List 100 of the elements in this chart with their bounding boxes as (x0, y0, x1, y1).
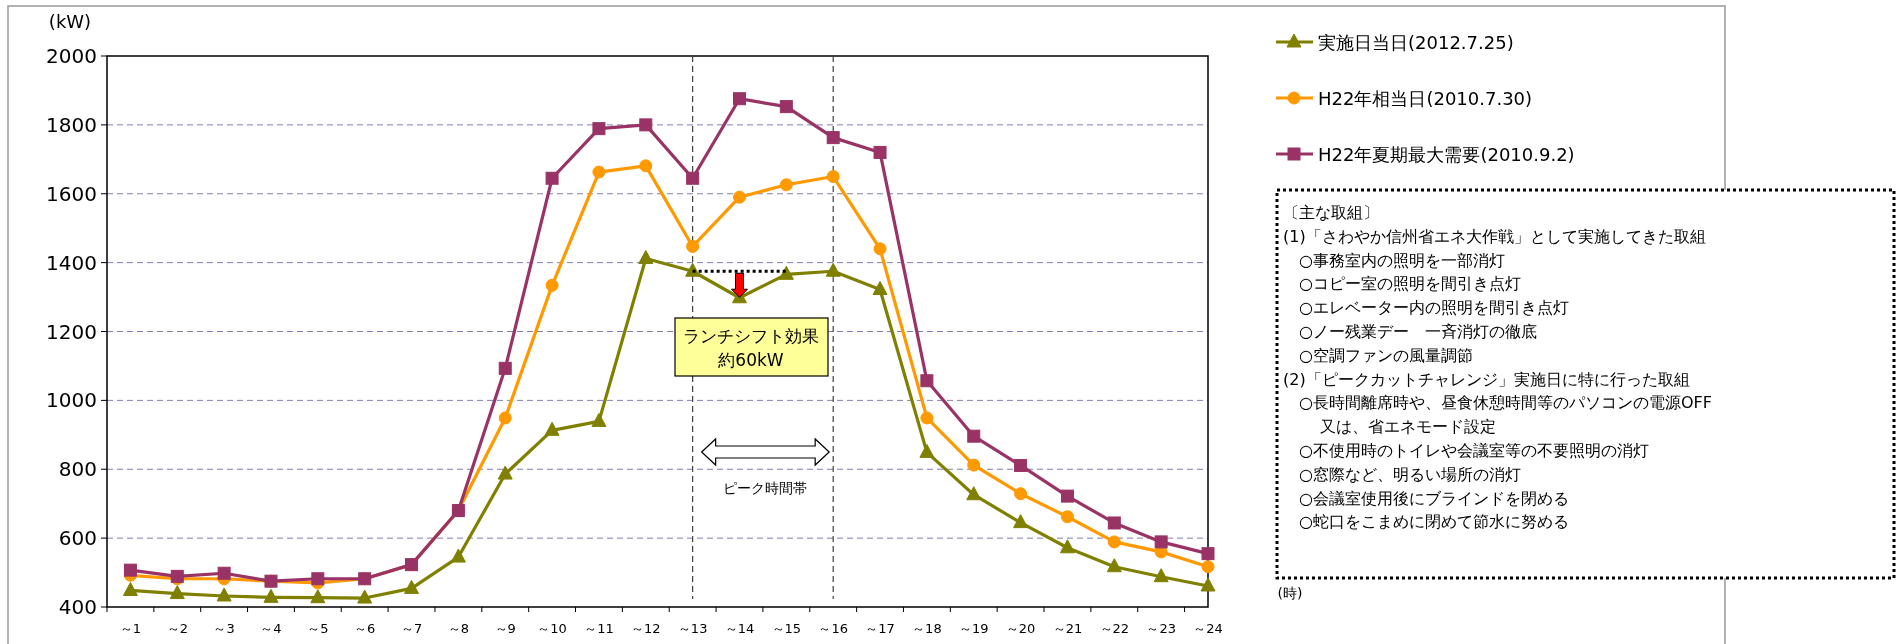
point (1014, 458, 1028, 472)
point (310, 589, 326, 604)
text: ○事務室内の照明を一部消灯 (1283, 250, 1505, 270)
point (825, 262, 841, 277)
text: ○不使用時のトイレや会議室等の不要照明の消灯 (1283, 441, 1649, 460)
annotation: ピーク時間帯 (723, 480, 808, 496)
y-tick-label: 1800 (46, 112, 97, 137)
point (216, 587, 232, 602)
text: (2)「ピークカットチャレンジ」実施日に特に行った取組 (1283, 369, 1690, 389)
point (1013, 514, 1029, 529)
point (967, 429, 981, 443)
y-tick-label: 1400 (46, 250, 97, 275)
point (1106, 558, 1122, 573)
point (639, 118, 653, 132)
point (1201, 547, 1215, 561)
annotation: 約60kW (718, 350, 784, 370)
point (1154, 535, 1168, 549)
text: ○エレベーター内の照明を間引き点灯 (1283, 298, 1569, 318)
point (732, 190, 746, 204)
point (545, 171, 559, 185)
x-tick-label: ～10 (537, 621, 567, 636)
point (497, 465, 513, 480)
text: ○窓際など、明るい場所の消灯 (1283, 464, 1521, 484)
point (778, 265, 794, 280)
point (966, 486, 982, 501)
x-tick-label: ～12 (631, 621, 661, 636)
y-tick-label: 1200 (46, 319, 97, 344)
point (1107, 535, 1121, 549)
point (826, 170, 840, 184)
point (404, 579, 420, 594)
point (920, 374, 934, 388)
text: ○長時間離席時や、昼食休憩時間等のパソコンの電源OFF (1283, 393, 1712, 413)
text: ○会議室使用後にブラインドを閉める (1283, 488, 1569, 508)
point (311, 572, 325, 586)
y-tick-label: 800 (58, 457, 97, 482)
y-tick-label: 1600 (46, 181, 97, 206)
point (779, 100, 793, 114)
point (357, 589, 373, 604)
point (967, 458, 981, 472)
x-tick-label: ～20 (1005, 621, 1036, 636)
text: 〔主な取組〕 (1283, 203, 1379, 222)
point (779, 178, 793, 192)
legend-label: H22年夏期最大需要(2010.9.2) (1318, 144, 1575, 165)
point (1060, 489, 1074, 503)
text: ○ノー残業デー 一斉消灯の徹底 (1283, 322, 1537, 341)
point (450, 548, 466, 563)
point (217, 566, 231, 580)
legend-label: 実施日当日(2012.7.25) (1318, 32, 1514, 53)
x-tick-label: ～4 (260, 621, 282, 636)
text: ○空調ファンの風量調節 (1283, 345, 1473, 365)
x-tick-label: ～24 (1193, 621, 1223, 636)
point (1059, 539, 1075, 554)
point (732, 92, 746, 106)
point (1200, 577, 1216, 592)
point (169, 585, 185, 600)
point (498, 361, 512, 375)
point (1060, 510, 1074, 524)
x-tick-label: ～6 (354, 621, 376, 636)
y-tick-label: 1000 (46, 388, 97, 413)
point (1014, 487, 1028, 501)
y-axis-title: (kW) (48, 11, 92, 32)
point (638, 249, 654, 264)
x-tick-label: ～15 (771, 621, 802, 636)
legend-label: H22年相当日(2010.7.30) (1318, 88, 1533, 109)
point (919, 443, 935, 458)
x-tick-label: ～23 (1146, 621, 1176, 636)
x-tick-label: ～17 (865, 621, 895, 636)
point (498, 411, 512, 425)
point (592, 165, 606, 179)
point (920, 411, 934, 425)
x-tick-label: ～18 (912, 621, 942, 636)
point (1153, 568, 1169, 583)
x-tick-label: ～8 (447, 621, 470, 636)
x-tick-label: ～19 (958, 621, 989, 636)
annotation: ランチシフト効果 (683, 326, 819, 346)
point (544, 421, 560, 436)
text: 又は、省エネモード設定 (1283, 417, 1497, 437)
x-tick-label: ～3 (213, 621, 235, 636)
x-tick-label: ～22 (1099, 621, 1130, 636)
point (123, 563, 137, 577)
x-tick-label: ～9 (494, 621, 516, 636)
y-tick-label: 600 (58, 526, 97, 551)
point (639, 159, 653, 173)
x-tick-label: ～13 (677, 621, 708, 636)
x-tick-label: ～14 (724, 621, 755, 636)
point (686, 239, 700, 253)
point (872, 280, 888, 295)
point (591, 412, 607, 427)
point (545, 278, 559, 292)
x-tick-label: ～16 (818, 621, 848, 636)
text: ○コピー室の照明を間引き点灯 (1283, 274, 1521, 294)
point (685, 262, 701, 277)
x-tick-label: ～11 (584, 621, 614, 636)
point (1201, 560, 1215, 574)
text: (1)「さわやか信州省エネ大作戦」として実施してきた取組 (1283, 226, 1706, 246)
x-tick-label: ～7 (400, 621, 423, 636)
x-tick-label: ～21 (1052, 621, 1083, 636)
x-tick-label: ～2 (166, 621, 188, 636)
text: ○蛇口をこまめに閉めて節水に努める (1283, 512, 1569, 532)
y-tick-label: 2000 (46, 44, 97, 68)
